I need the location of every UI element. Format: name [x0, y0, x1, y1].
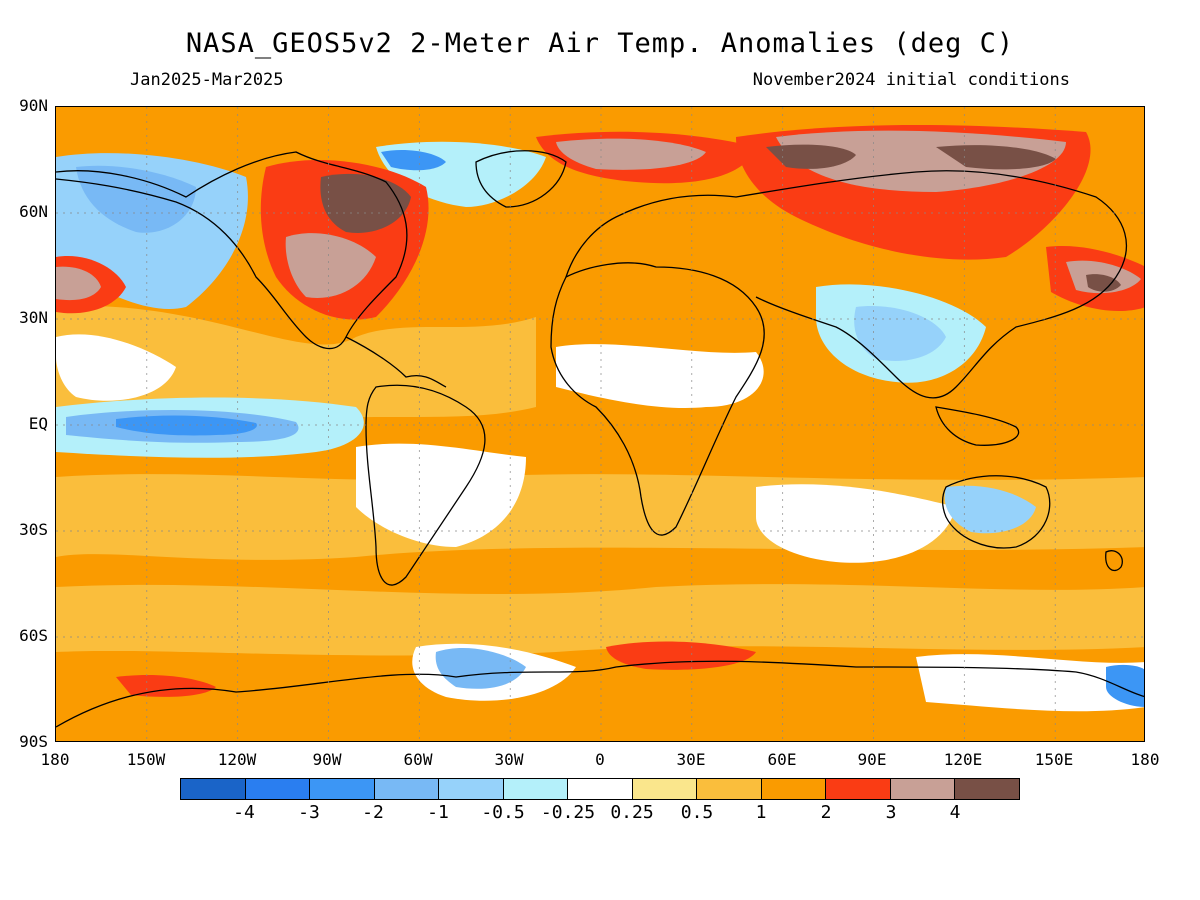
anomaly-cool-pacific-core	[116, 415, 257, 436]
lon-label-0: 0	[595, 750, 605, 769]
lon-label-120e: 120E	[943, 750, 983, 769]
lon-label-60w: 60W	[403, 750, 433, 769]
legend-label-4: 4	[949, 802, 961, 823]
lat-label-30n: 30N	[19, 308, 48, 327]
legend-label-neg0-5: -0.5	[481, 802, 525, 823]
lat-label-90s: 90S	[19, 732, 48, 751]
legend-swatch	[503, 779, 569, 799]
legend-label-1: 1	[755, 802, 767, 823]
lon-label-120w: 120W	[217, 750, 257, 769]
anomaly-cool-south-asia-core	[854, 306, 946, 361]
legend-swatch	[697, 779, 762, 799]
legend-swatch	[245, 779, 311, 799]
lat-label-90n: 90N	[19, 96, 48, 115]
legend-swatch	[761, 779, 827, 799]
legend-label-neg3: -3	[298, 802, 320, 823]
anomaly-cool-greenland-core	[381, 150, 446, 171]
lon-label-150w: 150W	[126, 750, 166, 769]
lat-label-eq: EQ	[28, 414, 48, 433]
lat-label-30s: 30S	[19, 520, 48, 539]
legend-label-neg4: -4	[233, 802, 255, 823]
anomaly-warm-northeast-pacific-high	[56, 266, 101, 301]
maritime-continent-outline	[935, 406, 1020, 446]
initial-conditions: November2024 initial conditions	[752, 70, 1070, 90]
anomaly-neutral-east-pacific	[56, 334, 176, 401]
lon-label-180w: 180	[40, 750, 70, 769]
lon-label-30w: 30W	[494, 750, 524, 769]
legend-swatch	[181, 779, 246, 799]
central-america-outline	[345, 336, 447, 388]
legend-label-0-25: 0.25	[610, 802, 654, 823]
anomaly-warm-us-midwest	[285, 233, 376, 298]
anomaly-cool-antarctic-peninsula	[435, 647, 526, 689]
legend-label-3: 3	[885, 802, 897, 823]
australia-outline	[941, 475, 1051, 549]
legend-label-0-5: 0.5	[680, 802, 714, 823]
coastlines	[56, 150, 1144, 728]
legend-swatch	[955, 779, 1019, 799]
lat-label-60s: 60S	[19, 626, 48, 645]
new-zealand-outline	[1105, 550, 1123, 572]
anomaly-neutral-indian-ocean	[756, 484, 956, 563]
anomaly-warm-svalbard	[556, 138, 706, 170]
legend-label-neg2: -2	[362, 802, 384, 823]
anomaly-extreme-northwest-pacific	[1086, 274, 1121, 292]
lon-label-180e: 180	[1130, 750, 1160, 769]
anomaly-neutral-sahara	[556, 344, 764, 408]
anomaly-map	[55, 106, 1145, 742]
lon-label-90w: 90W	[312, 750, 342, 769]
greenland-outline	[475, 150, 567, 208]
legend-label-2: 2	[820, 802, 832, 823]
anomaly-neutral-south-atlantic	[356, 443, 526, 547]
anomaly-map-svg	[56, 107, 1144, 741]
antarctica-outline	[56, 660, 1144, 728]
north-america-outline	[56, 151, 408, 350]
legend-label-neg0-25: -0.25	[540, 802, 596, 823]
anomaly-neutral-ross	[916, 654, 1144, 712]
anomaly-band-southern-ocean	[56, 584, 1144, 656]
legend-label-neg1: -1	[427, 802, 449, 823]
anomaly-warm-ross-coast	[116, 675, 216, 697]
legend-swatch	[632, 779, 698, 799]
south-america-outline	[365, 384, 486, 586]
anomaly-extreme-siberia-west	[766, 144, 856, 169]
legend-swatch	[890, 779, 956, 799]
legend-swatch	[439, 779, 504, 799]
lon-label-60e: 60E	[767, 750, 797, 769]
lon-label-90e: 90E	[857, 750, 887, 769]
forecast-period: Jan2025-Mar2025	[130, 70, 284, 90]
lon-label-30e: 30E	[676, 750, 706, 769]
color-legend	[180, 778, 1020, 800]
lat-label-60n: 60N	[19, 202, 48, 221]
legend-swatch	[310, 779, 375, 799]
map-title: NASA_GEOS5v2 2-Meter Air Temp. Anomalies…	[185, 28, 1015, 59]
anomaly-warm-antarctic-coast	[606, 641, 756, 670]
graticule	[56, 107, 1144, 741]
legend-swatch	[568, 779, 633, 799]
lon-label-150e: 150E	[1034, 750, 1074, 769]
eurasia-outline	[565, 170, 1128, 399]
legend-swatch	[826, 779, 891, 799]
anomaly-extreme-hudson-bay	[320, 173, 411, 233]
anomaly-cool-australia	[944, 485, 1036, 534]
anomaly-extreme-siberia-east	[936, 145, 1056, 170]
legend-swatch	[374, 779, 440, 799]
anomaly-cool-alaska-core	[76, 165, 196, 233]
africa-outline	[550, 262, 765, 536]
anomaly-cool-east-antarctic	[1106, 664, 1144, 707]
